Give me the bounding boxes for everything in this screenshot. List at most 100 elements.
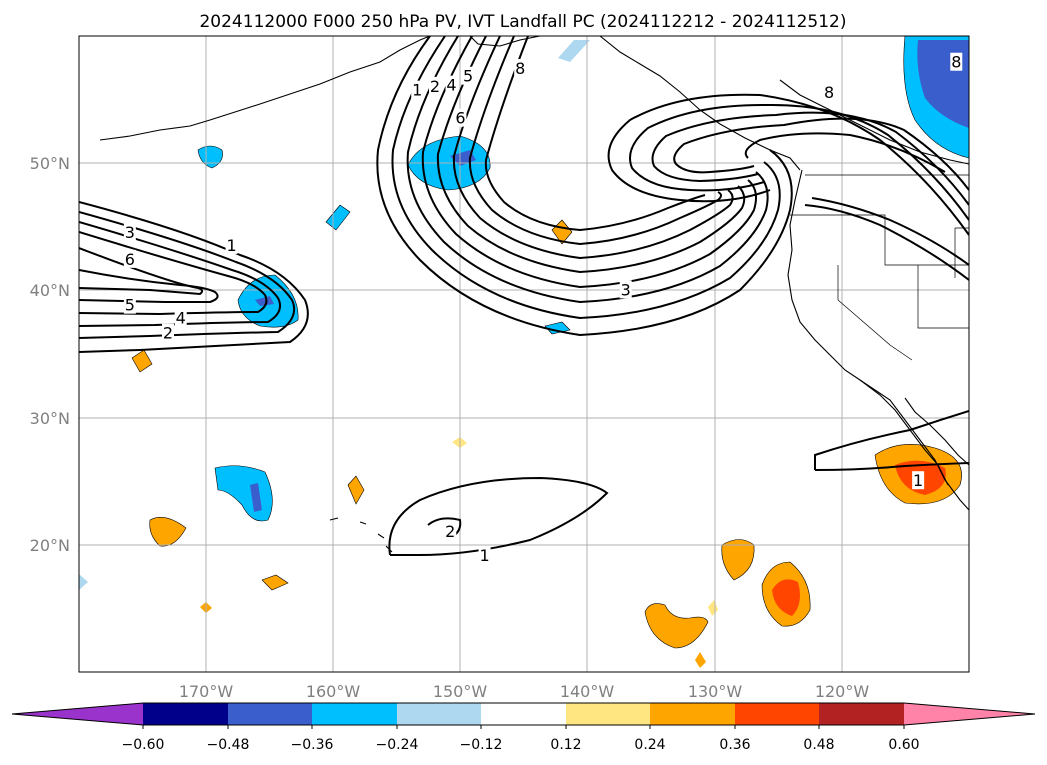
pv-positive-area-east <box>721 539 755 581</box>
pv-negative-small-5 <box>79 574 88 590</box>
contour-label-background <box>123 249 136 268</box>
contour-label: 1 <box>226 236 236 255</box>
political-borders <box>790 174 969 361</box>
contour-west-3 <box>79 221 281 327</box>
contour-label: 1 <box>913 471 923 490</box>
colorbar-segment <box>143 703 228 725</box>
colorbar-extension-high <box>904 703 1035 725</box>
ivt-contours <box>79 36 969 556</box>
border-states-1 <box>790 214 969 266</box>
contour-label-background <box>444 522 457 541</box>
figure-title: 2024112000 F000 250 hPa PV, IVT Landfall… <box>199 12 846 32</box>
pv-positive-area-hook <box>644 603 709 649</box>
colorbar-segment <box>650 703 735 725</box>
contour-label: 2 <box>430 77 440 96</box>
colorbar-segment <box>228 703 312 725</box>
contour-label-background <box>478 546 491 565</box>
contour-label-background <box>462 66 475 85</box>
lon-tick-label: 120°W <box>815 682 870 701</box>
contour-label: 3 <box>621 280 631 299</box>
colorbar: −0.60 −0.48 −0.36 −0.24 −0.12 0.12 0.24 0.36 0.4… <box>11 702 1036 753</box>
contour-label: 8 <box>515 59 525 78</box>
contour-gulf-6 <box>452 36 734 260</box>
lon-tick-label: 150°W <box>433 682 488 701</box>
lat-tick-label: 50°N <box>30 154 70 173</box>
colorbar-segment <box>819 703 904 725</box>
contour-label: 6 <box>125 250 135 269</box>
colorbar-segment <box>735 703 819 725</box>
contour-loop-3 <box>651 111 969 206</box>
contour-baja-2 <box>814 462 969 471</box>
pv-negative-small-4 <box>558 40 590 62</box>
map-background <box>79 36 969 672</box>
coast-west-us <box>787 169 969 511</box>
colorbar-tick-label: 0.24 <box>634 737 665 753</box>
pv-negative-core-subtropic <box>250 483 262 512</box>
contour-label: 2 <box>445 522 455 541</box>
contour-label-background <box>514 59 527 78</box>
contour-label: 6 <box>455 109 465 128</box>
contour-label: 5 <box>463 67 473 86</box>
contour-gulf-3 <box>406 36 769 304</box>
pv-positive-small-3 <box>347 475 365 505</box>
contour-gulf-2 <box>391 36 781 320</box>
contour-baja-1 <box>814 410 969 470</box>
contour-label-background <box>123 295 136 314</box>
colorbar-segment <box>566 703 650 725</box>
contour-label: 2 <box>163 324 173 343</box>
contour-label-background <box>445 75 458 94</box>
hawaii-islands <box>329 517 393 553</box>
colorbar-segment <box>397 703 481 725</box>
contour-west-2 <box>79 211 296 339</box>
contour-label-background <box>619 280 632 299</box>
contour-loop-2 <box>629 103 969 221</box>
colorbar-tick-label: 0.60 <box>888 737 919 753</box>
lat-tick-label: 30°N <box>30 409 70 428</box>
contour-label: 4 <box>446 76 456 95</box>
contour-label-background <box>950 52 963 71</box>
contour-label-background <box>823 83 836 102</box>
colorbar-segments <box>12 703 1035 725</box>
colorbar-extension-low <box>12 703 143 725</box>
contour-loop-4 <box>673 117 969 191</box>
colorbar-tick-label: −0.24 <box>376 737 419 753</box>
contour-loop-6 <box>804 204 969 281</box>
pv-shading <box>79 36 969 668</box>
contour-label: 8 <box>951 53 961 72</box>
colorbar-tick-label: 0.48 <box>803 737 834 753</box>
contour-gulf-5 <box>436 36 746 274</box>
contour-label: 5 <box>125 296 135 315</box>
colorbar-ticks: −0.60 −0.48 −0.36 −0.24 −0.12 0.12 0.24 0.36 0.4… <box>122 725 920 753</box>
contour-label-background <box>429 76 441 95</box>
contour-label: 1 <box>412 81 422 100</box>
pv-negative-small-3 <box>544 321 571 335</box>
coast-canada <box>779 79 969 165</box>
contour-label-background <box>174 308 187 327</box>
coast-gulf-california <box>904 397 969 466</box>
contour-subtropic-1 <box>388 476 609 556</box>
lat-tick-label: 40°N <box>30 281 70 300</box>
contour-loop-5 <box>744 132 946 173</box>
colorbar-tick-label: −0.48 <box>207 737 250 753</box>
colorbar-tick-label: −0.60 <box>122 737 165 753</box>
pv-positive-area-west <box>149 517 187 547</box>
contour-label: 4 <box>176 308 186 327</box>
border-states-3 <box>837 265 913 361</box>
map-frame <box>78 35 970 673</box>
latitude-tick-labels: 20°N 30°N 40°N 50°N <box>30 154 70 555</box>
colorbar-tick-label: −0.36 <box>291 737 334 753</box>
contour-gulf-1 <box>376 36 793 337</box>
contour-loop-7 <box>811 197 969 266</box>
colorbar-tick-label: −0.12 <box>460 737 503 753</box>
pv-positive-core-central <box>772 579 800 616</box>
pv-negative-core-dateline <box>255 296 274 306</box>
contour-gulf-4 <box>421 36 757 289</box>
contour-label-background <box>454 108 467 127</box>
colorbar-segment <box>481 703 566 725</box>
contour-label-background <box>225 235 238 254</box>
contour-label: 3 <box>125 223 135 242</box>
contour-west-1 <box>79 201 309 353</box>
